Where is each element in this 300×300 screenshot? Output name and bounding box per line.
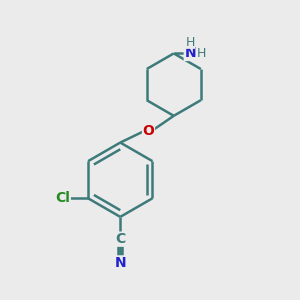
Text: C: C	[115, 232, 125, 246]
Text: N: N	[184, 46, 196, 60]
Text: H: H	[197, 47, 206, 60]
Text: Cl: Cl	[56, 191, 70, 205]
Text: N: N	[115, 256, 126, 270]
Text: O: O	[142, 124, 154, 138]
Text: H: H	[185, 36, 195, 49]
